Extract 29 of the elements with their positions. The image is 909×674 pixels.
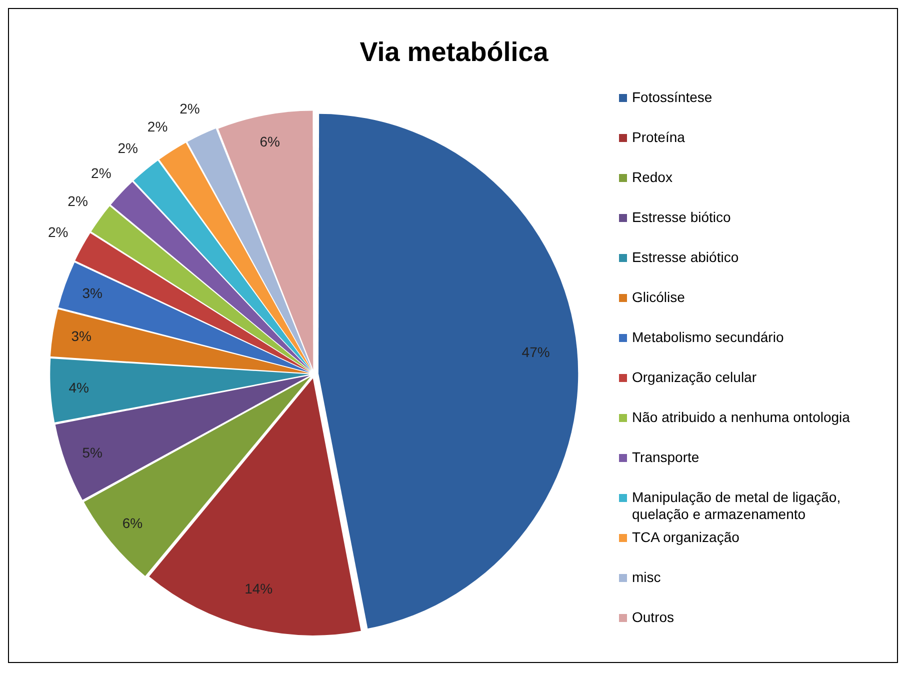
chart-title: Via metabólica: [358, 37, 550, 68]
data-label: 2%: [180, 100, 200, 117]
legend-label: Outros: [632, 609, 674, 626]
data-label: 6%: [260, 133, 280, 150]
legend-label: Glicólise: [632, 289, 685, 306]
data-label: 4%: [68, 380, 89, 396]
legend-label: Estresse biótico: [632, 209, 731, 226]
legend-label: Não atribuido a nenhuma ontologia: [632, 409, 850, 426]
data-label: 2%: [48, 224, 68, 240]
data-label: 14%: [244, 580, 273, 597]
legend-label: misc: [632, 569, 661, 586]
data-label: 5%: [82, 444, 102, 461]
data-label: 47%: [522, 344, 550, 360]
legend-label: Proteína: [632, 129, 685, 146]
data-label: 3%: [82, 285, 102, 302]
data-label: 6%: [122, 515, 143, 532]
data-label: 3%: [71, 328, 92, 344]
legend-label: Estresse abiótico: [632, 249, 739, 266]
data-label: 2%: [118, 140, 138, 156]
data-label: 2%: [147, 118, 168, 134]
legend-label: Organização celular: [632, 369, 757, 386]
data-label: 2%: [68, 193, 88, 210]
legend-label: TCA organização: [632, 529, 740, 546]
legend-label: Manipulação de metal de ligação, quelação e armazenamento: [632, 489, 842, 523]
legend-label: Transporte: [632, 449, 700, 466]
legend-label: Metabolismo secundário: [632, 329, 784, 346]
legend-label: Redox: [632, 169, 672, 186]
data-label: 2%: [91, 164, 112, 181]
legend-label: Fotossíntese: [632, 89, 712, 106]
